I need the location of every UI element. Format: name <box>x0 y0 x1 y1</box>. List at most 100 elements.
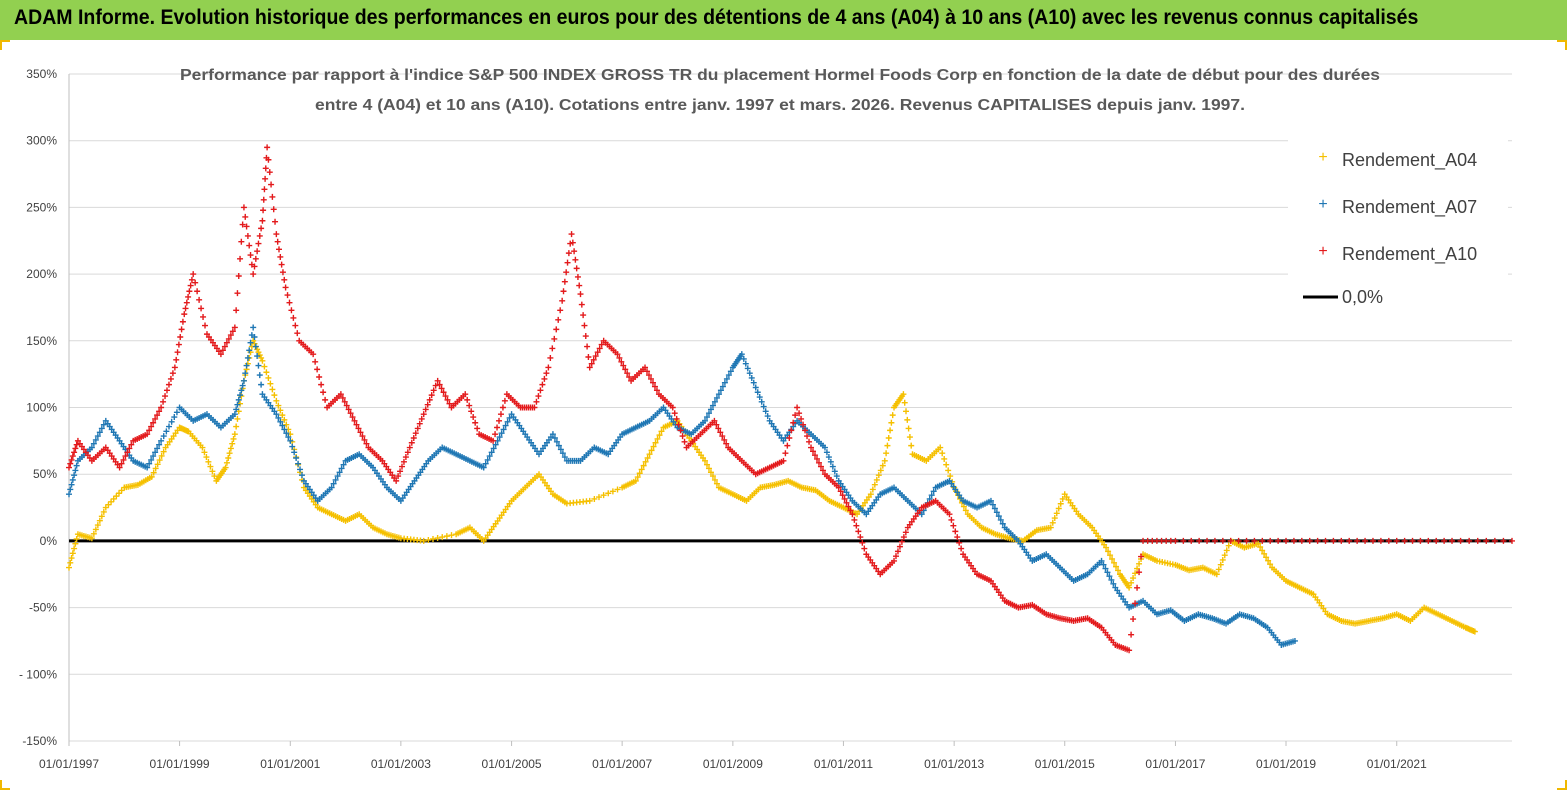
data-point-rendement-a04 <box>1051 515 1058 522</box>
data-point-rendement-a10 <box>531 404 538 411</box>
data-point-rendement-a04 <box>1134 565 1141 572</box>
data-point-rendement-a10 <box>183 299 190 306</box>
data-point-rendement-a04 <box>1103 544 1110 551</box>
data-point-rendement-a07 <box>239 382 246 389</box>
data-point-rendement-a07 <box>287 437 294 444</box>
data-point-rendement-a04 <box>654 435 661 442</box>
data-point-rendement-a04 <box>1259 547 1266 554</box>
data-point-rendement-a10 <box>806 438 813 445</box>
data-point-rendement-a07 <box>833 473 840 480</box>
data-point-rendement-a10 <box>422 406 429 413</box>
data-point-rendement-a10 <box>284 292 291 299</box>
data-point-rendement-a10 <box>343 402 350 409</box>
data-point-rendement-a07 <box>295 460 302 467</box>
data-point-rendement-a07 <box>760 403 767 410</box>
data-point-rendement-a10 <box>406 444 413 451</box>
data-point-rendement-a07 <box>273 411 280 418</box>
data-point-rendement-a10 <box>794 404 801 411</box>
data-point-rendement-a10 <box>202 322 209 329</box>
data-point-rendement-a07 <box>1098 557 1105 564</box>
data-point-rendement-a07 <box>553 438 560 445</box>
data-point-rendement-a10 <box>855 528 862 535</box>
data-point-rendement-a10 <box>223 339 230 346</box>
x-tick-label: 01/01/1997 <box>39 757 99 771</box>
data-point-rendement-a10 <box>1346 537 1353 544</box>
data-point-rendement-a10 <box>711 417 718 424</box>
data-point-rendement-a10 <box>400 458 407 465</box>
data-point-rendement-a10 <box>1128 631 1135 638</box>
data-point-rendement-a04 <box>1255 540 1262 547</box>
x-axis: 01/01/1997 01/01/1999 01/01/2001 01/01/2003… <box>39 741 1427 771</box>
data-point-rendement-a10 <box>474 425 481 432</box>
data-point-rendement-a10 <box>835 484 842 491</box>
data-point-rendement-a04 <box>889 412 896 419</box>
data-point-rendement-a07 <box>246 347 253 354</box>
data-point-rendement-a10 <box>681 438 688 445</box>
data-point-rendement-a10 <box>620 362 627 369</box>
data-point-rendement-a07 <box>154 445 161 452</box>
data-point-rendement-a10 <box>1385 537 1392 544</box>
data-point-rendement-a04 <box>226 450 233 457</box>
data-point-rendement-a10 <box>677 427 684 434</box>
data-point-rendement-a04 <box>209 468 216 475</box>
data-point-rendement-a07 <box>746 370 753 377</box>
data-point-rendement-a04 <box>90 530 97 537</box>
data-point-rendement-a10 <box>186 288 193 295</box>
data-point-rendement-a04 <box>875 472 882 479</box>
data-point-rendement-a10 <box>68 456 75 463</box>
data-point-rendement-a10 <box>1130 616 1137 623</box>
data-point-rendement-a07 <box>338 465 345 472</box>
data-point-rendement-a10 <box>198 305 205 312</box>
data-point-rendement-a04 <box>634 474 641 481</box>
data-point-rendement-a10 <box>1138 553 1145 560</box>
data-point-rendement-a10 <box>163 387 170 394</box>
data-point-rendement-a10 <box>188 276 195 283</box>
data-point-rendement-a10 <box>277 253 284 260</box>
data-point-rendement-a10 <box>275 246 282 253</box>
data-point-rendement-a10 <box>1126 647 1133 654</box>
data-point-rendement-a07 <box>100 421 107 428</box>
data-point-rendement-a07 <box>238 387 245 394</box>
data-point-rendement-a07 <box>999 520 1006 527</box>
data-point-rendement-a10 <box>671 410 678 417</box>
data-point-rendement-a07 <box>991 505 998 512</box>
legend-label-a10: Rendement_A10 <box>1342 244 1477 265</box>
data-point-rendement-a10 <box>1369 537 1376 544</box>
data-point-rendement-a10 <box>815 459 822 466</box>
data-point-rendement-a04 <box>1115 567 1122 574</box>
data-point-rendement-a10 <box>290 314 297 321</box>
data-point-rendement-a07 <box>496 434 503 441</box>
data-point-rendement-a10 <box>318 381 325 388</box>
data-point-rendement-a10 <box>124 449 131 456</box>
data-point-rendement-a10 <box>1354 537 1361 544</box>
data-point-rendement-a10 <box>357 429 364 436</box>
data-point-rendement-a10 <box>653 387 660 394</box>
data-point-rendement-a10 <box>549 345 556 352</box>
data-point-rendement-a07 <box>251 333 258 340</box>
data-point-rendement-a07 <box>69 476 76 483</box>
data-point-rendement-a07 <box>506 414 513 421</box>
x-tick-label: 01/01/2007 <box>592 757 652 771</box>
data-point-rendement-a10 <box>347 410 354 417</box>
data-point-rendement-a04 <box>711 476 718 483</box>
data-point-rendement-a07 <box>1110 580 1117 587</box>
data-point-rendement-a07 <box>336 469 343 476</box>
data-point-rendement-a10 <box>1338 537 1345 544</box>
data-point-rendement-a10 <box>393 477 400 484</box>
chart-title: Performance par rapport à l'indice S&P 5… <box>180 67 1380 114</box>
data-point-rendement-a04 <box>881 457 888 464</box>
data-point-rendement-a10 <box>892 553 899 560</box>
data-point-rendement-a07 <box>340 461 347 468</box>
data-point-rendement-a04 <box>1265 557 1272 564</box>
data-point-rendement-a04 <box>66 564 72 571</box>
data-point-rendement-a04 <box>703 461 710 468</box>
data-point-rendement-a04 <box>648 447 655 454</box>
y-tick-label: 100% <box>26 401 57 415</box>
data-point-rendement-a04 <box>1126 584 1133 591</box>
data-point-rendement-a04 <box>901 399 908 406</box>
data-point-rendement-a10 <box>1322 537 1329 544</box>
data-point-rendement-a04 <box>273 397 280 404</box>
data-point-rendement-a10 <box>588 360 595 367</box>
data-point-rendement-a10 <box>150 419 157 426</box>
data-point-rendement-a10 <box>238 238 245 245</box>
